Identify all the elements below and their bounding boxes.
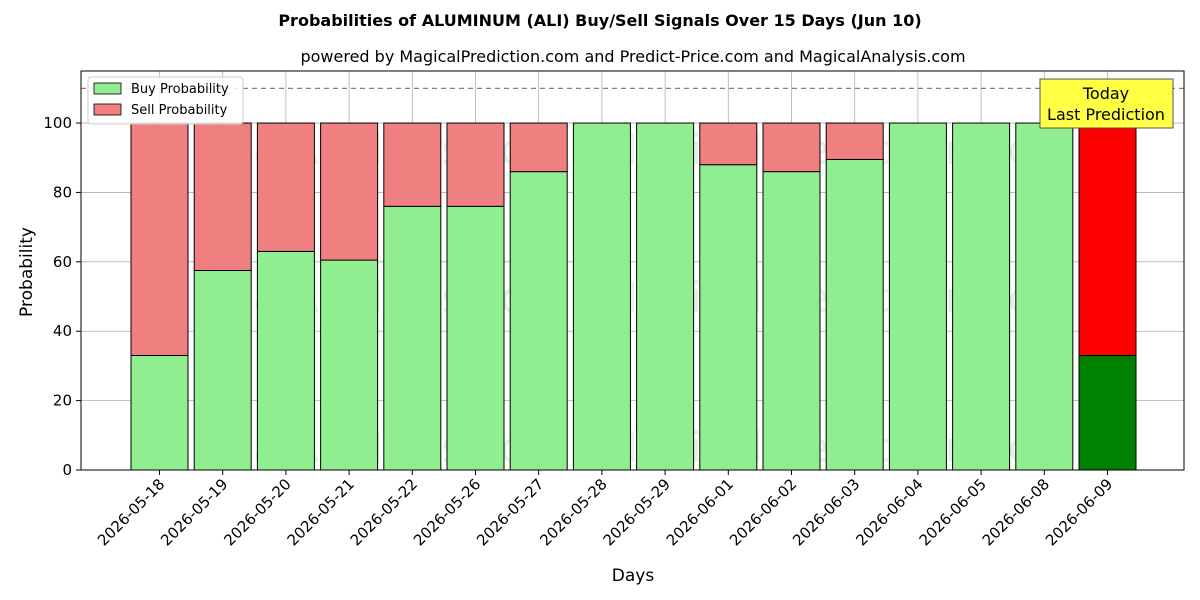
x-tick-label: 2026-05-28 xyxy=(536,475,610,549)
bar-buy-2026-05-18 xyxy=(130,355,189,471)
chart-title: Probabilities of ALUMINUM (ALI) Buy/Sell… xyxy=(278,11,921,30)
legend-box xyxy=(87,76,244,125)
bar-sell-2026-05-19 xyxy=(193,122,252,272)
y-tick-label: 0 xyxy=(62,461,72,479)
bar-buy-2026-05-21 xyxy=(320,259,379,471)
y-tick-label: 60 xyxy=(53,253,72,271)
bar-sell-2026-06-09 xyxy=(1078,122,1137,357)
x-axis: 2026-05-182026-05-192026-05-202026-05-21… xyxy=(94,470,1116,549)
bar-sell-2026-05-22 xyxy=(383,122,442,207)
chart-subtitle: powered by MagicalPrediction.com and Pre… xyxy=(300,47,965,66)
bar-sell-2026-06-03 xyxy=(825,122,884,160)
bar-buy-2026-06-01 xyxy=(699,164,758,471)
bar-sell-2026-05-18 xyxy=(130,122,189,357)
bar-buy-2026-05-19 xyxy=(193,270,252,471)
bar-sell-2026-06-02 xyxy=(762,122,821,173)
bars xyxy=(130,122,1137,471)
x-tick-label: 2026-06-02 xyxy=(726,475,800,549)
x-axis-label: Days xyxy=(612,566,655,586)
legend-buy-swatch xyxy=(93,82,122,95)
x-tick-label: 2026-06-01 xyxy=(663,475,737,549)
x-tick-label: 2026-05-22 xyxy=(347,475,421,549)
bar-buy-2026-06-05 xyxy=(952,122,1011,471)
legend-sell-swatch xyxy=(93,103,122,116)
bar-buy-2026-06-09 xyxy=(1078,355,1137,471)
bar-sell-2026-05-20 xyxy=(256,122,315,252)
today-box xyxy=(1039,78,1174,129)
y-tick-label: 100 xyxy=(43,114,72,132)
x-tick-label: 2026-05-29 xyxy=(600,475,674,549)
x-tick-label: 2026-05-26 xyxy=(410,475,484,549)
y-tick-label: 20 xyxy=(53,392,72,410)
bar-buy-2026-06-03 xyxy=(825,158,884,471)
x-tick-label: 2026-05-20 xyxy=(220,475,294,549)
x-tick-label: 2026-06-05 xyxy=(916,475,990,549)
bar-sell-2026-05-21 xyxy=(320,122,379,261)
today-annotation: Today Last Prediction xyxy=(1039,78,1174,129)
bar-buy-2026-05-27 xyxy=(509,171,568,471)
today-label: Today xyxy=(1082,84,1129,103)
y-axis: 0 20 40 60 80 100 xyxy=(43,114,81,479)
y-tick-label: 80 xyxy=(53,183,72,201)
bar-buy-2026-05-20 xyxy=(256,250,315,471)
x-tick-label: 2026-06-04 xyxy=(852,475,926,549)
x-tick-label: 2026-06-09 xyxy=(1042,475,1116,549)
y-tick-label: 40 xyxy=(53,322,72,340)
bar-buy-2026-05-28 xyxy=(572,122,631,471)
x-tick-label: 2026-05-18 xyxy=(94,475,168,549)
bar-sell-2026-05-26 xyxy=(446,122,505,207)
legend-buy-label: Buy Probability xyxy=(131,82,229,97)
bar-buy-2026-06-02 xyxy=(762,171,821,471)
bar-buy-2026-05-29 xyxy=(636,122,695,471)
bar-sell-2026-06-01 xyxy=(699,122,758,166)
legend-sell-label: Sell Probability xyxy=(131,103,228,118)
bar-sell-2026-05-27 xyxy=(509,122,568,173)
legend: Buy Probability Sell Probability xyxy=(87,76,244,125)
x-tick-label: 2026-05-27 xyxy=(473,475,547,549)
last-prediction-label: Last Prediction xyxy=(1047,105,1165,124)
y-axis-label: Probability xyxy=(17,227,37,317)
bar-buy-2026-05-22 xyxy=(383,205,442,471)
bar-buy-2026-06-08 xyxy=(1015,122,1074,471)
x-tick-label: 2026-06-03 xyxy=(789,475,863,549)
plot-frame xyxy=(80,70,1185,471)
x-tick-label: 2026-06-08 xyxy=(979,475,1053,549)
bar-buy-2026-06-04 xyxy=(888,122,947,471)
x-tick-label: 2026-05-19 xyxy=(157,475,231,549)
x-tick-label: 2026-05-21 xyxy=(284,475,358,549)
bar-buy-2026-05-26 xyxy=(446,205,505,471)
